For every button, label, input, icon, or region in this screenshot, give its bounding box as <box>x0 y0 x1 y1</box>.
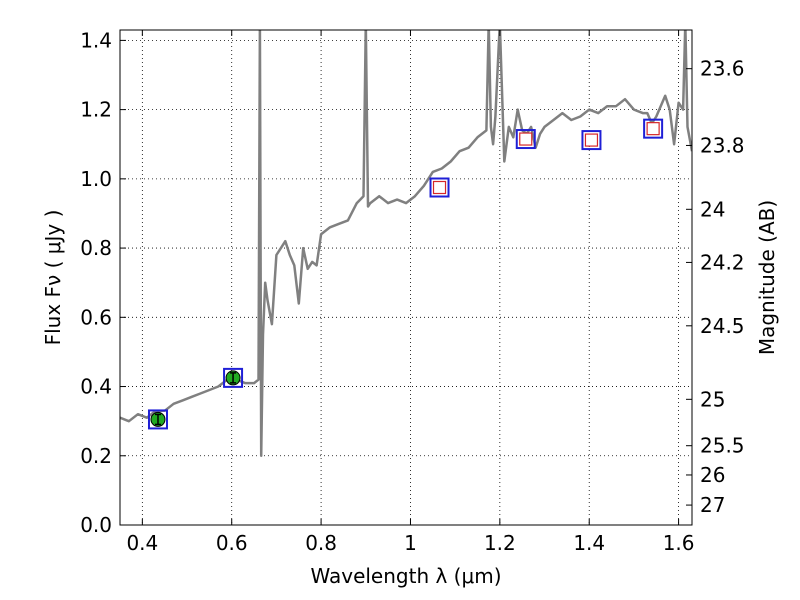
x-tick-label: 0.6 <box>216 531 248 555</box>
plot-frame <box>119 29 693 526</box>
spectrum-line <box>120 30 692 458</box>
y2-tick-label: 24 <box>700 197 725 221</box>
y-tick-label: 0.2 <box>80 444 112 468</box>
axis-ticks: 0.4 0.6 0.8 1 1.2 1.4 1.6 0.0 0.2 0.4 0.6 0.8 1.0 1.2… <box>80 28 744 555</box>
y-tick-label: 1.2 <box>80 98 112 122</box>
photometry-box <box>581 130 602 151</box>
y2-tick-label: 23.6 <box>700 57 745 81</box>
y2-tick-label: 24.5 <box>700 314 745 338</box>
x-tick-label: 1.6 <box>663 531 695 555</box>
x-tick-label: 1 <box>404 531 417 555</box>
photometry-box <box>223 367 244 388</box>
y2-tick-label: 27 <box>700 493 725 517</box>
y2-tick-label: 24.2 <box>700 250 745 274</box>
photometry-box <box>147 409 168 430</box>
x-tick-label: 0.8 <box>305 531 337 555</box>
y-tick-label: 0.6 <box>80 305 112 329</box>
y-tick-label: 1.4 <box>80 28 112 52</box>
y-tick-label: 0.4 <box>80 375 112 399</box>
x-tick-label: 1.4 <box>573 531 605 555</box>
y-tick-label: 0.0 <box>80 513 112 537</box>
photometry-markers <box>147 118 664 430</box>
upper-limit-square <box>584 133 599 147</box>
x-tick-label: 1.2 <box>484 531 516 555</box>
y2-tick-label: 25.5 <box>700 434 745 458</box>
upper-limit-square <box>432 180 447 195</box>
y-tick-label: 1.0 <box>80 167 112 191</box>
grid-lines <box>120 30 692 526</box>
x-tick-label: 0.4 <box>126 531 158 555</box>
photometry-box <box>429 177 450 198</box>
photometry-box <box>643 118 664 139</box>
upper-limit-square <box>646 122 660 136</box>
y2-axis-label: Magnitude (AB) <box>755 200 779 355</box>
x-axis-label: Wavelength λ (μm) <box>310 564 501 588</box>
y-tick-label: 0.8 <box>80 236 112 260</box>
photometry-box <box>515 129 536 150</box>
y2-tick-label: 25 <box>700 387 725 411</box>
y2-tick-label: 26 <box>700 463 725 487</box>
spectrum-series <box>120 30 692 458</box>
y-axis-label: Flux Fν ( μJy ) <box>41 210 65 346</box>
upper-limit-square <box>519 132 533 146</box>
y2-tick-label: 23.8 <box>700 133 745 157</box>
